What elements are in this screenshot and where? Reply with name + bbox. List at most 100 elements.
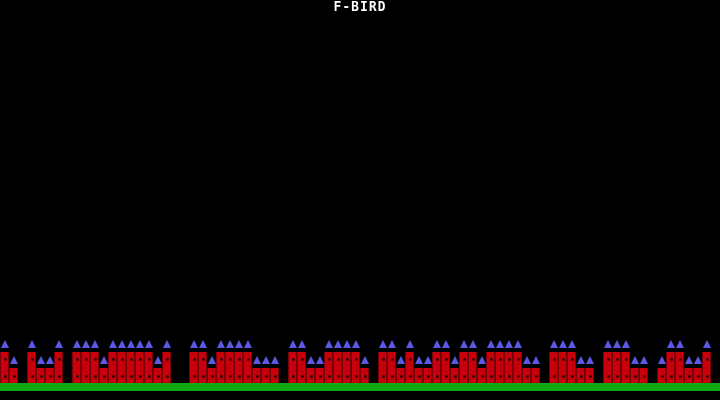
building-window (382, 375, 385, 378)
building-tall (486, 352, 495, 383)
building-window (625, 358, 628, 361)
spire-icon (261, 356, 270, 364)
building-window (229, 375, 232, 378)
spire-icon (558, 340, 567, 348)
building-tall (504, 352, 513, 383)
building-tall (225, 352, 234, 383)
building-window (148, 375, 151, 378)
building-window (364, 375, 367, 378)
spire-icon (189, 340, 198, 348)
building-window (679, 358, 682, 361)
building-window (706, 375, 709, 378)
building-window (508, 358, 511, 361)
building-window (616, 375, 619, 378)
building-tall (666, 352, 675, 383)
building-tall (495, 352, 504, 383)
spire-icon (198, 340, 207, 348)
spire-icon (630, 356, 639, 364)
spire-icon (468, 340, 477, 348)
building-window (238, 358, 241, 361)
spire-icon (99, 356, 108, 364)
building-tall (612, 352, 621, 383)
building-window (130, 358, 133, 361)
building-window (670, 358, 673, 361)
building-window (670, 375, 673, 378)
building-tall (333, 352, 342, 383)
building-tall (144, 352, 153, 383)
building-window (13, 375, 16, 378)
building-window (490, 375, 493, 378)
building-tall (324, 352, 333, 383)
spire-icon (153, 356, 162, 364)
building-short (657, 368, 666, 383)
building-window (355, 358, 358, 361)
spire-icon (504, 340, 513, 348)
building-window (319, 375, 322, 378)
spire-icon (675, 340, 684, 348)
building-window (256, 375, 259, 378)
building-tall (621, 352, 630, 383)
spire-icon (225, 340, 234, 348)
spire-icon (324, 340, 333, 348)
spire-icon (207, 356, 216, 364)
spire-icon (342, 340, 351, 348)
building-tall (441, 352, 450, 383)
building-window (4, 375, 7, 378)
building-window (706, 358, 709, 361)
building-window (247, 375, 250, 378)
building-window (346, 358, 349, 361)
building-window (517, 358, 520, 361)
building-tall (198, 352, 207, 383)
spire-icon (360, 356, 369, 364)
building-short (423, 368, 432, 383)
building-window (688, 375, 691, 378)
building-window (499, 375, 502, 378)
building-window (166, 375, 169, 378)
building-short (207, 368, 216, 383)
building-window (553, 375, 556, 378)
building-window (679, 375, 682, 378)
building-window (526, 375, 529, 378)
building-tall (117, 352, 126, 383)
building-window (58, 358, 61, 361)
building-window (445, 358, 448, 361)
building-tall (567, 352, 576, 383)
spire-icon (306, 356, 315, 364)
building-tall (297, 352, 306, 383)
building-window (571, 358, 574, 361)
building-tall (603, 352, 612, 383)
building-short (414, 368, 423, 383)
building-window (112, 358, 115, 361)
building-tall (432, 352, 441, 383)
building-window (148, 358, 151, 361)
building-window (472, 375, 475, 378)
building-window (121, 358, 124, 361)
building-short (36, 368, 45, 383)
building-window (220, 358, 223, 361)
building-window (553, 358, 556, 361)
building-window (103, 375, 106, 378)
spire-icon (36, 356, 45, 364)
building-short (522, 368, 531, 383)
building-window (292, 358, 295, 361)
building-short (477, 368, 486, 383)
building-window (382, 358, 385, 361)
spire-icon (531, 356, 540, 364)
spire-icon (351, 340, 360, 348)
building-window (76, 375, 79, 378)
building-tall (126, 352, 135, 383)
spire-icon (576, 356, 585, 364)
building-window (607, 358, 610, 361)
spire-icon (270, 356, 279, 364)
building-window (445, 375, 448, 378)
spire-icon (513, 340, 522, 348)
building-window (292, 375, 295, 378)
spire-icon (423, 356, 432, 364)
building-window (535, 375, 538, 378)
building-tall (216, 352, 225, 383)
building-tall (378, 352, 387, 383)
building-tall (108, 352, 117, 383)
spire-icon (27, 340, 36, 348)
building-tall (72, 352, 81, 383)
